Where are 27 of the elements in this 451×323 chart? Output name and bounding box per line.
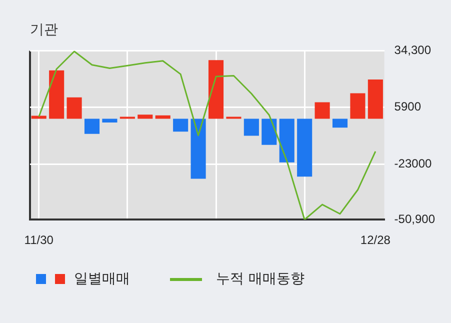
bar	[173, 118, 188, 132]
y-tick-label: 34,300	[394, 43, 432, 58]
legend-label: 누적 매매동향	[216, 270, 304, 288]
bar	[84, 118, 100, 134]
x-tick-label: 11/30	[24, 233, 54, 248]
chart-title: 기관	[30, 22, 58, 38]
bar	[49, 70, 64, 119]
bar	[155, 115, 170, 119]
y-tick-label: -50,900	[394, 212, 436, 226]
bar	[350, 93, 366, 119]
bar	[314, 102, 330, 119]
y-tick-label: 5900	[394, 99, 422, 114]
bar	[190, 118, 206, 179]
bar	[279, 118, 294, 162]
bar	[262, 118, 277, 145]
bar	[66, 97, 82, 119]
bar	[102, 118, 118, 123]
bar	[208, 60, 224, 119]
bar	[244, 118, 259, 136]
bar	[138, 114, 153, 119]
x-tick-label: 12/28	[360, 233, 391, 248]
bar	[297, 118, 312, 177]
y-tick-label: -23000	[394, 156, 432, 171]
bar	[368, 80, 383, 119]
bar	[31, 116, 46, 119]
legend-label: 일별매매	[74, 270, 130, 288]
bar	[332, 118, 348, 128]
